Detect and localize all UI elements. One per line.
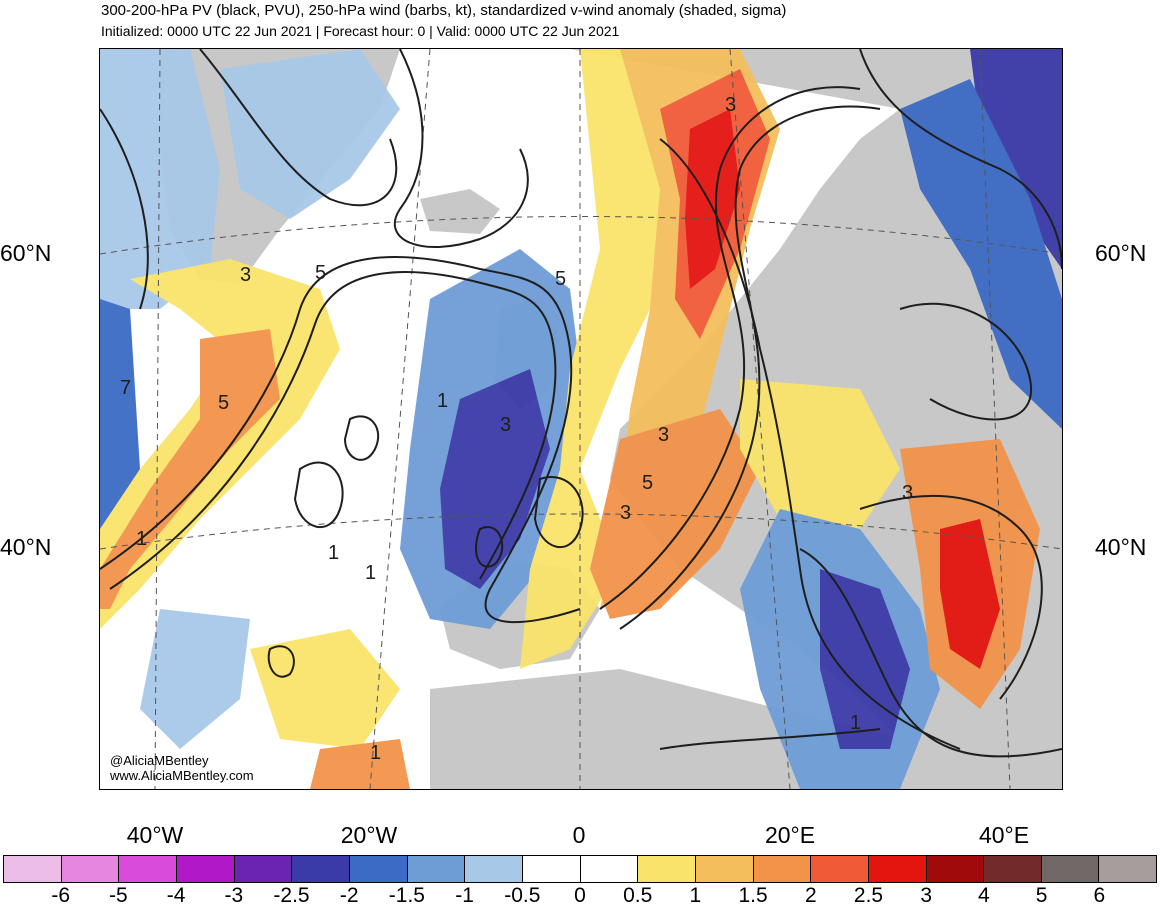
map-title: 300-200-hPa PV (black, PVU), 250-hPa win… [101,2,787,19]
colorbar-label: -4 [166,884,186,907]
contour-label: 3 [620,502,631,524]
shade-red-black-sea [940,519,1000,669]
contour-label: 1 [328,542,339,564]
colorbar-swatch [407,856,466,882]
shade-yellow-central [740,379,900,529]
colorbar-label: 1.5 [738,884,768,907]
colorbar-swatch [753,856,812,882]
shade-orange-band-west [100,329,280,609]
colorbar-swatch [119,856,177,882]
contour-label: 5 [218,392,229,414]
credit-text: @AliciaMBentley www.AliciaMBentley.com [110,753,254,783]
contour-label: 1 [370,742,381,764]
contour-label: 1 [136,528,147,550]
contour-label: 1 [365,562,376,584]
contour-label: 3 [725,94,736,116]
lon-label: 40°W [126,822,184,848]
shade-darkblue-mid [440,369,550,589]
colorbar-label: 2.5 [853,884,884,907]
colorbar-label: 5 [1035,884,1048,907]
shade-blue-greenland [220,49,400,219]
shade-darkblue-northeast [970,49,1062,269]
colorbar [3,855,1157,883]
colorbar-swatch [580,856,639,882]
contour-label: 5 [315,262,326,284]
colorbar-label: 1 [689,884,702,907]
credit-handle: @AliciaMBentley [110,753,209,768]
colorbar-label: -6 [51,884,71,907]
shade-darkblue-east-med [820,569,910,749]
contour-label: 5 [555,268,566,290]
anomaly-shading [100,49,1062,789]
colorbar-label: -3 [224,884,244,907]
colorbar-label: -2.5 [273,884,310,907]
colorbar-swatch [4,856,62,882]
contour-label: 1 [437,390,448,412]
shade-yellow-atlantic-south [250,629,400,749]
colorbar-label: -1 [455,884,474,907]
colorbar-label: 0.5 [623,884,653,907]
lat-label-right: 60°N [1095,240,1147,266]
lat-label-left: 40°N [0,534,52,560]
contour-label: 3 [902,482,913,504]
contour-label: 3 [658,424,669,446]
map-canvas: 3 5 7 3 5 5 3 3 5 3 1 1 1 1 3 1 1 [100,49,1062,789]
colorbar-swatch [984,856,1042,882]
colorbar-swatch [811,856,869,882]
lon-label: 20°E [764,822,816,848]
shade-blue-west-greenland [100,49,220,309]
credit-url: www.AliciaMBentley.com [110,768,254,783]
contour-label: 3 [500,414,511,436]
colorbar-label: -1.5 [388,884,425,907]
shade-blue-northeast [900,79,1062,429]
colorbar-swatch [638,856,696,882]
shade-orange-europe [590,409,760,619]
colorbar-label: 3 [920,884,933,907]
pv-contours [100,49,1062,758]
colorbar-swatch [61,856,120,882]
colorbar-label: -2 [339,884,359,907]
land-iceland [420,189,500,234]
colorbar-swatch [292,856,350,882]
colorbar-label: 4 [978,884,990,907]
colorbar-swatch [349,856,408,882]
shade-blue-bottom [140,609,250,749]
colorbar-label: -0.5 [504,884,541,907]
colorbar-label: 2 [804,884,817,907]
contour-label: 7 [120,377,131,399]
colorbar-label: 0 [574,884,586,907]
colorbar-swatch [695,856,754,882]
map-panel: 3 5 7 3 5 5 3 3 5 3 1 1 1 1 3 1 1 @Alici… [99,48,1063,790]
contour-label: 3 [240,264,251,286]
lon-label: 0 [572,822,586,848]
lon-label: 40°E [978,822,1030,848]
lat-label-right: 40°N [1095,534,1147,560]
colorbar-label: -5 [109,884,128,907]
shade-blue-west-edge [100,299,140,529]
contour-label: 5 [642,472,653,494]
colorbar-swatch [522,856,581,882]
contour-label-group: 3 5 7 3 5 5 3 3 5 3 1 1 1 1 3 1 1 [120,94,913,764]
colorbar-swatch [465,856,523,882]
colorbar-swatch [926,856,985,882]
map-subtitle: Initialized: 0000 UTC 22 Jun 2021 | Fore… [101,23,620,39]
shade-orange-bottom [310,739,410,789]
lon-label: 20°W [340,822,398,848]
colorbar-swatch [868,856,927,882]
colorbar-swatch [234,856,293,882]
colorbar-label: 6 [1093,884,1106,907]
colorbar-swatch [176,856,235,882]
colorbar-swatch [1041,856,1100,882]
contour-label: 1 [850,712,861,734]
lat-label-left: 60°N [0,240,52,266]
colorbar-swatch [1099,856,1157,882]
